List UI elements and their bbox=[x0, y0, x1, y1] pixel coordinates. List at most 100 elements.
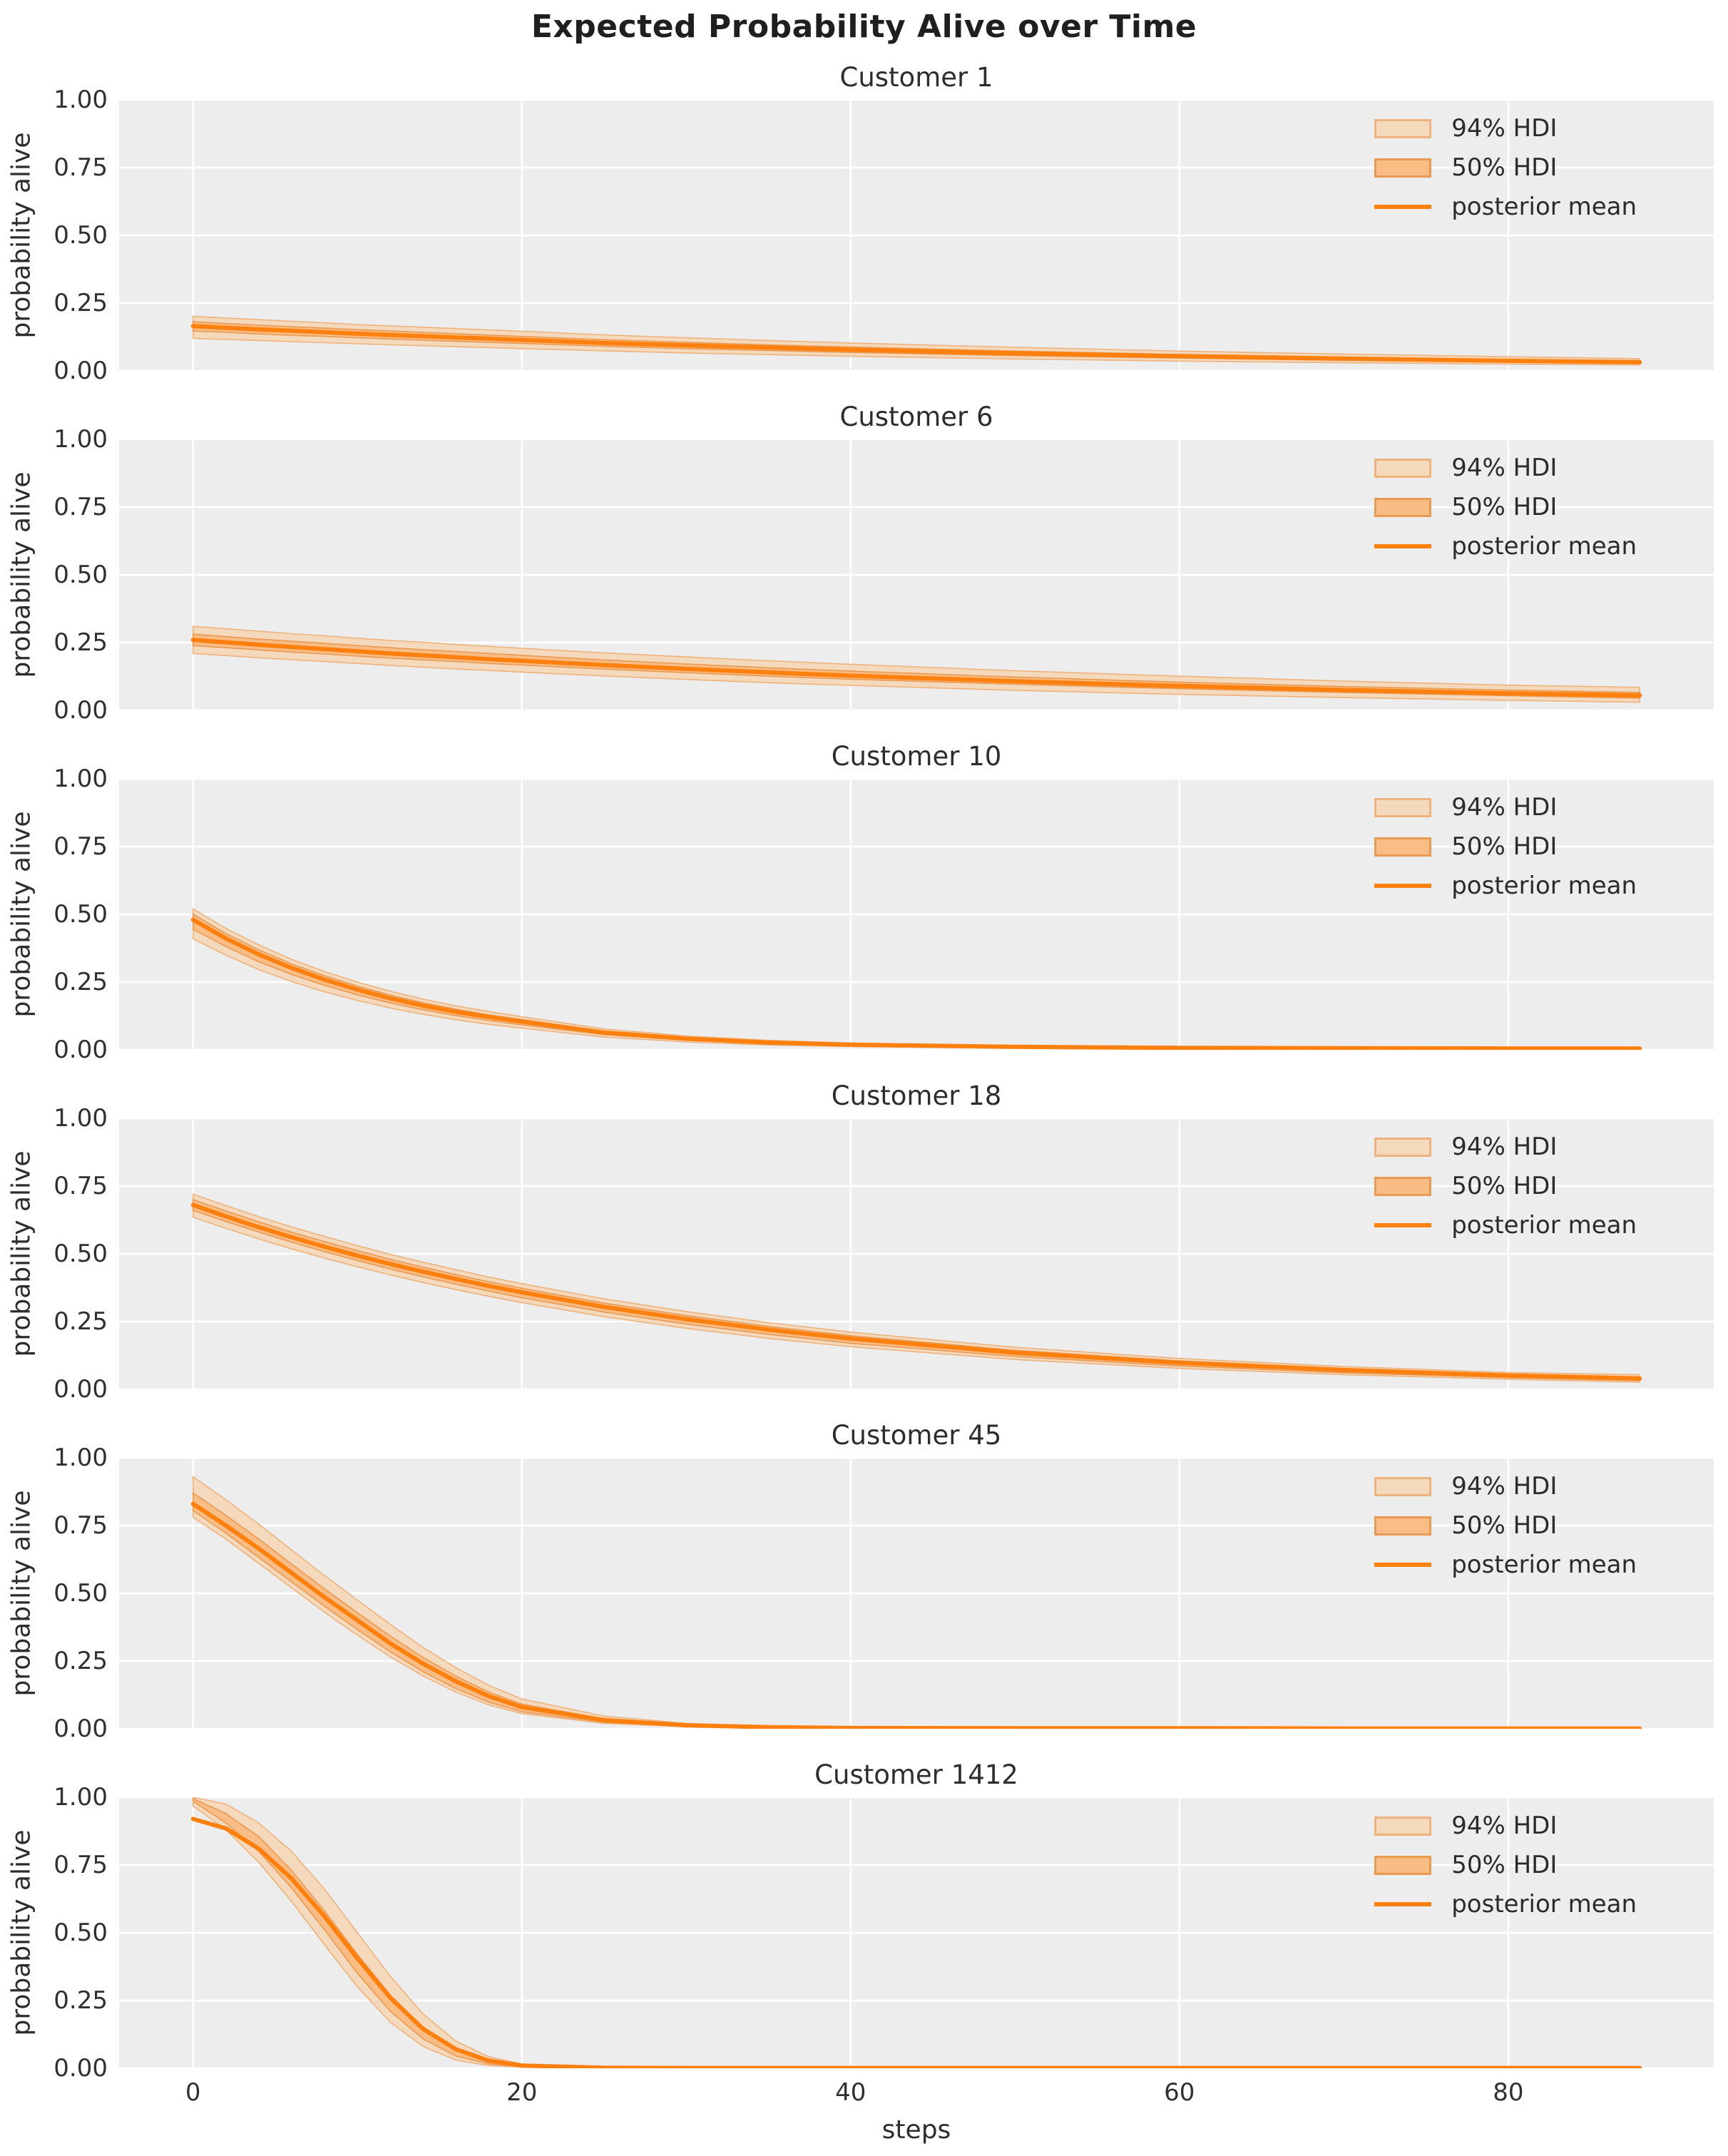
legend-item: 50% HDI bbox=[1374, 1851, 1637, 1879]
legend-item: 94% HDI bbox=[1374, 1812, 1637, 1840]
subplot: Customer 1 probability alive 1.00 0.75 0.5… bbox=[7, 62, 1714, 385]
y-tick-label: 0.75 bbox=[53, 1511, 108, 1540]
figure-title: Expected Probability Alive over Time bbox=[531, 9, 1197, 45]
legend-label: 50% HDI bbox=[1451, 1172, 1558, 1200]
y-tick-label: 1.00 bbox=[53, 86, 108, 114]
y-axis-label: probability alive bbox=[6, 1490, 36, 1697]
y-tick-label: 0.75 bbox=[53, 832, 108, 861]
legend-item: posterior mean bbox=[1374, 1211, 1637, 1240]
y-tick-label: 0.50 bbox=[53, 561, 108, 589]
subplot-title: Customer 6 bbox=[839, 402, 993, 432]
y-tick-labels: 1.00 0.75 0.50 0.25 0.00 bbox=[53, 425, 1714, 725]
legend-label: posterior mean bbox=[1451, 532, 1637, 561]
legend-label: 50% HDI bbox=[1451, 1851, 1558, 1879]
posterior-mean-line bbox=[193, 1504, 1640, 1729]
legend-patch-swatch bbox=[1374, 837, 1432, 857]
y-tick-label: 0.25 bbox=[53, 628, 108, 657]
legend-patch-swatch bbox=[1374, 1516, 1432, 1536]
legend-item: 50% HDI bbox=[1374, 832, 1637, 861]
subplot: Customer 6 probability alive 1.00 0.75 0.5… bbox=[7, 402, 1714, 725]
legend-label: posterior mean bbox=[1451, 193, 1637, 221]
y-tick-label: 0.25 bbox=[53, 1647, 108, 1675]
legend-item: posterior mean bbox=[1374, 1890, 1637, 1919]
legend-line-swatch bbox=[1374, 1223, 1432, 1227]
y-tick-labels: 1.00 0.75 0.50 0.25 0.00 bbox=[53, 1444, 1714, 1743]
plot-area bbox=[119, 779, 1714, 1050]
posterior-mean-line bbox=[193, 640, 1640, 695]
legend: 94% HDI 50% HDI posterior mean bbox=[1374, 454, 1637, 561]
legend-label: 94% HDI bbox=[1451, 114, 1558, 143]
posterior-mean-line bbox=[193, 1205, 1640, 1379]
legend-patch-swatch bbox=[1374, 118, 1432, 138]
y-tick-label: 0.50 bbox=[53, 221, 108, 250]
y-tick-label: 0.50 bbox=[53, 900, 108, 929]
y-tick-label: 0.50 bbox=[53, 1579, 108, 1608]
hdi-94-band bbox=[193, 909, 1640, 1049]
y-axis-label: probability alive bbox=[6, 811, 36, 1018]
plot-area bbox=[119, 1118, 1714, 1389]
legend-label: posterior mean bbox=[1451, 1550, 1637, 1579]
y-tick-label: 0.50 bbox=[53, 1919, 108, 1947]
y-tick-label: 0.25 bbox=[53, 968, 108, 996]
legend: 94% HDI 50% HDI posterior mean bbox=[1374, 1812, 1637, 1919]
y-tick-label: 0.75 bbox=[53, 153, 108, 182]
subplot-title: Customer 10 bbox=[831, 741, 1002, 772]
plot-area bbox=[119, 1458, 1714, 1729]
legend-item: posterior mean bbox=[1374, 1550, 1637, 1579]
y-tick-label: 0.00 bbox=[53, 1375, 108, 1404]
legend-label: posterior mean bbox=[1451, 872, 1637, 900]
y-tick-label: 0.00 bbox=[53, 2054, 108, 2083]
y-tick-label: 0.50 bbox=[53, 1240, 108, 1268]
y-tick-label: 0.00 bbox=[53, 1036, 108, 1064]
subplot: Customer 1412 probability alive 1.00 0.75… bbox=[7, 1759, 1714, 2083]
y-tick-label: 1.00 bbox=[53, 1104, 108, 1133]
y-tick-label: 0.25 bbox=[53, 1307, 108, 1336]
hdi-94-band bbox=[193, 1797, 1640, 2068]
legend-item: 94% HDI bbox=[1374, 114, 1637, 143]
plot-area bbox=[119, 1797, 1714, 2068]
legend-label: 50% HDI bbox=[1451, 1511, 1558, 1540]
subplot-title: Customer 18 bbox=[831, 1080, 1002, 1111]
x-axis-label: steps bbox=[881, 2115, 951, 2145]
legend-patch-swatch bbox=[1374, 1855, 1432, 1875]
y-tick-label: 0.75 bbox=[53, 1851, 108, 1879]
subplot: Customer 45 probability alive 1.00 0.75 0.… bbox=[7, 1420, 1714, 1743]
x-tick-label: 40 bbox=[835, 2078, 866, 2107]
legend-label: 94% HDI bbox=[1451, 1472, 1558, 1501]
legend: 94% HDI 50% HDI posterior mean bbox=[1374, 1472, 1637, 1579]
legend-label: 50% HDI bbox=[1451, 832, 1558, 861]
legend-patch-swatch bbox=[1374, 1176, 1432, 1196]
legend-label: posterior mean bbox=[1451, 1890, 1637, 1919]
x-tick-label: 60 bbox=[1164, 2078, 1195, 2107]
legend: 94% HDI 50% HDI posterior mean bbox=[1374, 793, 1637, 900]
legend-line-swatch bbox=[1374, 205, 1432, 209]
x-tick-label: 80 bbox=[1493, 2078, 1524, 2107]
legend-label: 94% HDI bbox=[1451, 454, 1558, 482]
y-tick-label: 0.75 bbox=[53, 493, 108, 521]
x-tick-label: 0 bbox=[185, 2078, 201, 2107]
legend-label: 94% HDI bbox=[1451, 793, 1558, 822]
y-tick-label: 0.00 bbox=[53, 357, 108, 385]
legend-label: posterior mean bbox=[1451, 1211, 1637, 1240]
legend-item: 94% HDI bbox=[1374, 454, 1637, 482]
legend-patch-swatch bbox=[1374, 497, 1432, 517]
y-tick-labels: 1.00 0.75 0.50 0.25 0.00 bbox=[53, 1783, 1714, 2083]
legend-patch-swatch bbox=[1374, 458, 1432, 478]
legend: 94% HDI 50% HDI posterior mean bbox=[1374, 114, 1637, 221]
x-tick-label: 20 bbox=[506, 2078, 538, 2107]
legend-patch-swatch bbox=[1374, 797, 1432, 817]
y-axis-label: probability alive bbox=[6, 1150, 36, 1357]
legend-line-swatch bbox=[1374, 884, 1432, 888]
legend-item: 50% HDI bbox=[1374, 153, 1637, 182]
legend-patch-swatch bbox=[1374, 1137, 1432, 1157]
legend-item: posterior mean bbox=[1374, 872, 1637, 900]
hdi-94-band bbox=[193, 626, 1640, 702]
subplot: Customer 10 probability alive 1.00 0.75 0.… bbox=[7, 741, 1714, 1064]
subplot-title: Customer 1 bbox=[839, 62, 993, 93]
legend-label: 50% HDI bbox=[1451, 153, 1558, 182]
posterior-mean-line bbox=[193, 326, 1640, 362]
legend-patch-swatch bbox=[1374, 158, 1432, 178]
legend-label: 50% HDI bbox=[1451, 493, 1558, 521]
legend-item: 50% HDI bbox=[1374, 1511, 1637, 1540]
legend-item: 94% HDI bbox=[1374, 1133, 1637, 1161]
